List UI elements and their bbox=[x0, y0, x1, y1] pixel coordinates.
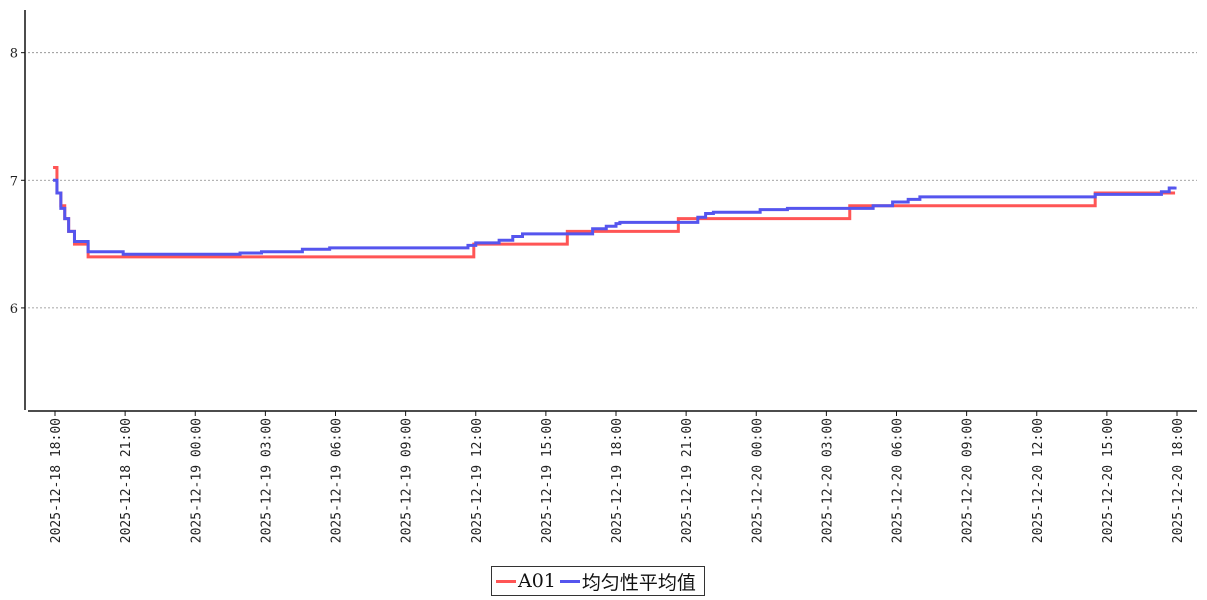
y-tick-label: 8 bbox=[10, 47, 18, 62]
x-tick-label: 2025-12-19 12:00 bbox=[470, 418, 485, 543]
legend-label-average: 均匀性平均值 bbox=[581, 571, 696, 594]
x-tick-label: 2025-12-20 00:00 bbox=[750, 418, 765, 543]
series-line-average bbox=[53, 178, 1177, 256]
series-layer bbox=[52, 166, 1177, 259]
y-ticks: 6 7 8 bbox=[10, 47, 25, 317]
x-tick-label: 2025-12-19 15:00 bbox=[540, 418, 555, 543]
x-tick-label: 2025-12-19 06:00 bbox=[330, 418, 345, 543]
legend-label-a01: A01 bbox=[518, 570, 556, 592]
x-tick-label: 2025-12-18 21:00 bbox=[119, 418, 134, 543]
axes bbox=[24, 10, 1197, 412]
x-tick-label: 2025-12-19 18:00 bbox=[610, 418, 625, 543]
x-tick-label: 2025-12-20 06:00 bbox=[891, 418, 906, 543]
x-tick-label: 2025-12-19 21:00 bbox=[680, 418, 695, 543]
legend-item-average: 均匀性平均值 bbox=[559, 568, 696, 595]
x-tick-label: 2025-12-20 03:00 bbox=[820, 418, 835, 543]
legend-swatch-a01 bbox=[496, 579, 516, 583]
legend-swatch-average bbox=[559, 579, 580, 583]
grid-lines bbox=[28, 52, 1197, 309]
x-tick-label: 2025-12-18 18:00 bbox=[49, 418, 64, 543]
y-tick-label: 6 bbox=[10, 302, 18, 317]
legend-item-a01: A01 bbox=[496, 570, 556, 592]
x-tick-label: 2025-12-20 12:00 bbox=[1031, 418, 1046, 543]
x-tick-label: 2025-12-19 00:00 bbox=[189, 418, 204, 543]
legend: A01 均匀性平均值 bbox=[491, 566, 705, 596]
x-tick-label: 2025-12-20 15:00 bbox=[1101, 418, 1116, 543]
x-tick-label: 2025-12-19 03:00 bbox=[259, 418, 274, 543]
x-tick-label: 2025-12-20 18:00 bbox=[1171, 418, 1186, 543]
x-tick-label: 2025-12-20 09:00 bbox=[961, 418, 976, 543]
y-tick-label: 7 bbox=[10, 174, 18, 189]
x-tick-label: 2025-12-19 09:00 bbox=[400, 418, 415, 543]
series-line-a01 bbox=[53, 166, 1176, 259]
x-ticks: 2025-12-18 18:00 2025-12-18 21:00 2025-12-… bbox=[49, 411, 1186, 543]
